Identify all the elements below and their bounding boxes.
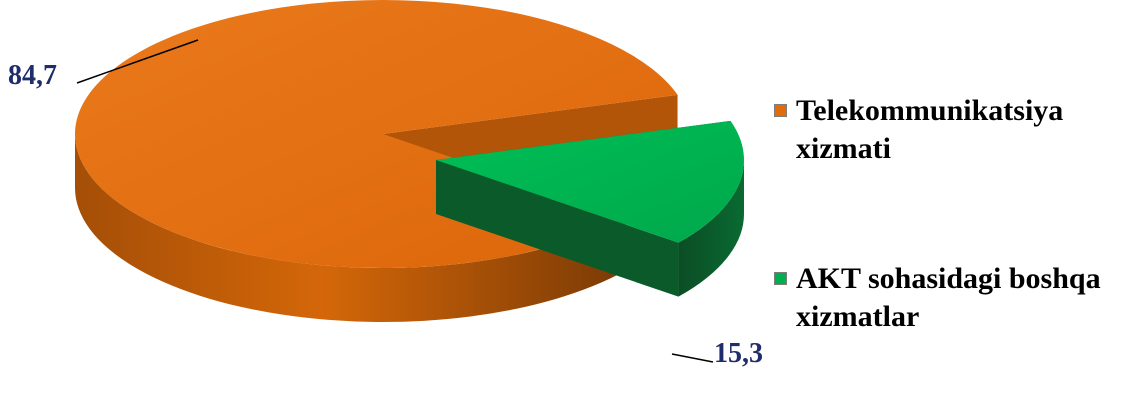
legend-label: Telekommunikatsiya xizmati [796, 94, 1064, 165]
legend-swatch-green [774, 272, 787, 285]
legend-label: AKT sohasidagi boshqa xizmatlar [796, 262, 1101, 333]
leader-line [671, 353, 714, 363]
legend-item-akt: AKT sohasidagi boshqa xizmatlar [772, 260, 1122, 336]
legend-item-telekommunikatsiya: Telekommunikatsiya xizmati [772, 92, 1122, 168]
legend-swatch-orange [774, 104, 787, 117]
leader-line [76, 39, 199, 84]
slice-wall [436, 160, 679, 297]
slice-top [436, 120, 744, 243]
slice-akt-boshqa [436, 120, 744, 297]
data-label: 15,3 [714, 338, 763, 369]
legend: Telekommunikatsiya xizmati AKT sohasidag… [772, 92, 1122, 336]
data-label: 84,7 [8, 60, 57, 91]
slice-rim [678, 160, 744, 297]
slice-rim [75, 134, 626, 323]
